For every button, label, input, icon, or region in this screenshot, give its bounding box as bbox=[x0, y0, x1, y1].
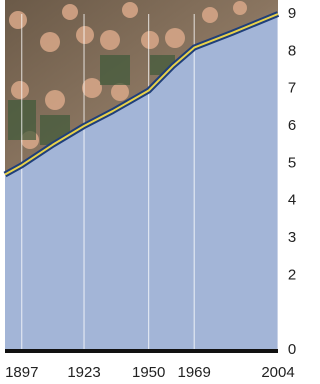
y-tick-label: 6 bbox=[288, 117, 296, 134]
y-tick-label: 9 bbox=[288, 5, 296, 22]
x-tick-label: 2004 bbox=[261, 364, 294, 381]
y-tick-label: 5 bbox=[288, 154, 296, 171]
y-tick-label: 3 bbox=[288, 229, 296, 246]
y-tick-label: 2 bbox=[288, 266, 296, 283]
y-tick-label: 7 bbox=[288, 80, 296, 97]
y-tick-label: 8 bbox=[288, 42, 296, 59]
y-tick-label: 4 bbox=[288, 192, 296, 209]
x-tick-label: 1969 bbox=[177, 364, 210, 381]
x-tick-label: 1897 bbox=[5, 364, 38, 381]
y-tick-label: 0 bbox=[288, 341, 296, 358]
x-tick-label: 1923 bbox=[67, 364, 100, 381]
x-tick-label: 1950 bbox=[132, 364, 165, 381]
chart: 0 2 3 4 5 6 7 8 9 1897 1923 1950 1969 2004 bbox=[0, 0, 302, 384]
